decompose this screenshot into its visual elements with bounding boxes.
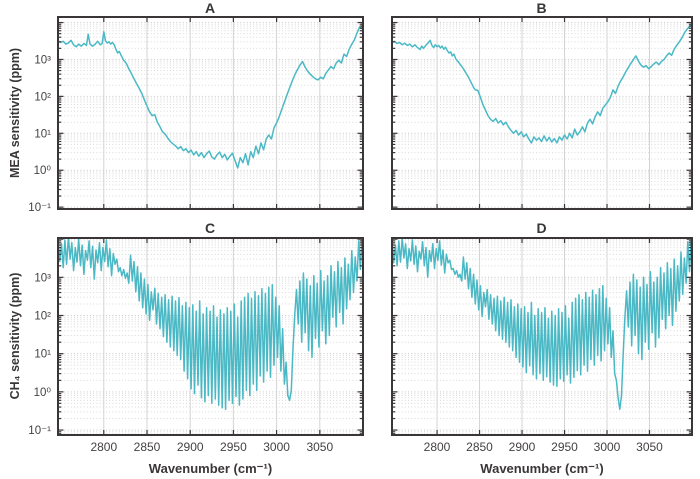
svg-text:2900: 2900 — [509, 440, 536, 454]
svg-text:3000: 3000 — [594, 440, 621, 454]
svg-text:2900: 2900 — [177, 440, 204, 454]
svg-text:2850: 2850 — [466, 440, 493, 454]
panel-c-title: C — [204, 220, 217, 236]
panel-b-title: B — [536, 0, 548, 16]
svg-text:2950: 2950 — [551, 440, 578, 454]
panel-c-plot: 2800 2850 2900 2950 3000 3050 10³ 10² 10¹ 10⁰ 10⁻¹ — [28, 237, 364, 454]
panel-a-plot: 10³ 10² 10¹ 10⁰ 10⁻¹ — [28, 16, 364, 214]
y-axis-label-bottom-row: CH₄ sensitivity (ppm) — [8, 272, 22, 400]
svg-text:2850: 2850 — [134, 440, 161, 454]
svg-text:2800: 2800 — [90, 440, 117, 454]
svg-text:3050: 3050 — [306, 440, 333, 454]
svg-text:10⁻¹: 10⁻¹ — [28, 202, 51, 214]
panel-d-title: D — [536, 220, 548, 236]
svg-text:10⁰: 10⁰ — [34, 165, 52, 177]
svg-text:3050: 3050 — [636, 440, 663, 454]
svg-text:10³: 10³ — [34, 55, 51, 67]
svg-text:10¹: 10¹ — [34, 349, 51, 361]
panel-d-plot: 2800 2850 2900 2950 3000 3050 — [391, 237, 693, 454]
svg-text:10⁻¹: 10⁻¹ — [28, 425, 51, 437]
x-axis-label-panel-c: Wavenumber (cm⁻¹) — [148, 461, 273, 476]
x-axis-label-panel-d: Wavenumber (cm⁻¹) — [480, 461, 604, 476]
svg-text:10²: 10² — [34, 91, 51, 103]
y-axis-label-top-row: MEA sensitivity (ppm) — [8, 47, 22, 179]
panel-b-plot — [391, 16, 693, 210]
svg-text:10¹: 10¹ — [34, 128, 51, 140]
panel-a-title: A — [204, 0, 217, 16]
svg-text:10³: 10³ — [34, 272, 51, 284]
svg-text:2950: 2950 — [220, 440, 247, 454]
svg-text:3000: 3000 — [263, 440, 290, 454]
svg-text:2800: 2800 — [424, 440, 451, 454]
svg-text:10⁰: 10⁰ — [34, 387, 52, 399]
svg-text:10²: 10² — [34, 311, 51, 323]
